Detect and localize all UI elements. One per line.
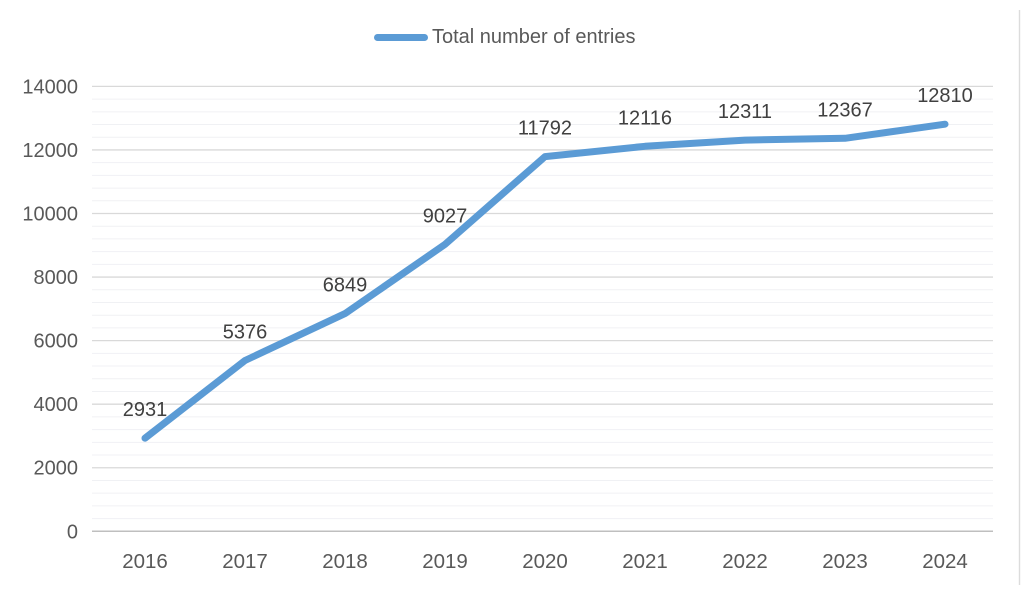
y-axis-tick-label: 8000 xyxy=(34,267,79,289)
x-axis-tick-label: 2016 xyxy=(122,550,168,573)
x-axis-tick-label: 2021 xyxy=(622,550,668,573)
x-axis-tick-label: 2020 xyxy=(522,550,568,573)
y-axis-tick-label: 0 xyxy=(67,521,78,543)
data-label: 2931 xyxy=(123,399,168,421)
y-axis-tick-label: 14000 xyxy=(22,76,78,98)
data-label: 9027 xyxy=(423,205,468,227)
x-axis-tick-label: 2023 xyxy=(822,550,868,573)
data-label: 5376 xyxy=(223,321,268,343)
x-axis-tick-label: 2019 xyxy=(422,550,468,573)
legend-line-marker xyxy=(374,33,428,41)
x-axis-tick-label: 2022 xyxy=(722,550,768,573)
y-axis-tick-label: 12000 xyxy=(22,140,78,162)
series-line xyxy=(141,120,949,442)
y-axis-tick-label: 4000 xyxy=(34,394,79,416)
data-label: 12367 xyxy=(817,99,873,121)
data-label: 12116 xyxy=(618,107,672,129)
y-axis-tick-label: 6000 xyxy=(34,331,79,353)
legend: Total number of entries xyxy=(374,24,635,50)
data-label: 11792 xyxy=(518,118,572,140)
data-label: 12810 xyxy=(917,85,973,107)
y-axis-tick-label: 2000 xyxy=(34,458,79,480)
x-axis-tick-label: 2017 xyxy=(222,550,268,573)
x-axis-tick-label: 2018 xyxy=(322,550,368,573)
legend-label: Total number of entries xyxy=(432,25,636,48)
data-label: 12311 xyxy=(718,101,772,123)
data-label: 6849 xyxy=(323,275,368,297)
y-axis-tick-label: 10000 xyxy=(22,204,78,226)
x-axis-tick-label: 2024 xyxy=(922,550,968,573)
